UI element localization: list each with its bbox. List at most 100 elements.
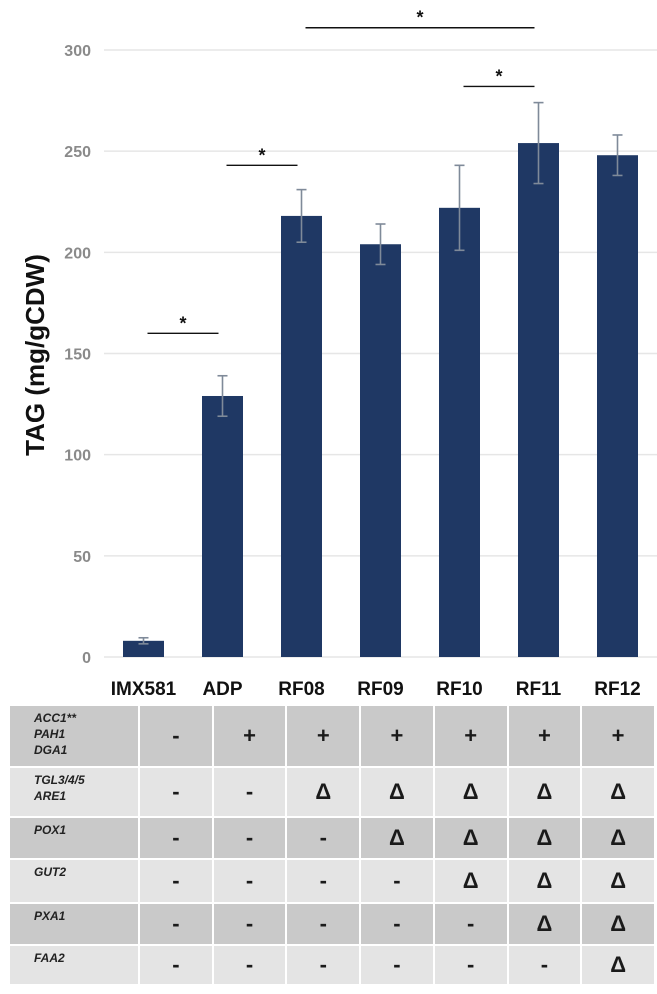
genotype-mark: - (211, 766, 288, 818)
genotype-mark: - (359, 944, 435, 986)
category-label: RF11 (516, 679, 562, 700)
x-axis-labels: IMX581 ADP RF08 RF09 RF10 RF11 RF12 (111, 679, 641, 700)
gene-name: ARE1 (34, 789, 67, 803)
y-axis-ticks: 0 50 100 150 200 250 300 (64, 43, 91, 667)
genotype-mark: - (506, 944, 583, 986)
category-label: RF10 (436, 679, 482, 700)
bar-chart: 0 50 100 150 200 250 300 * * * * IMX581 ADP RF08 RF0… (20, 8, 657, 700)
genotype-mark: - (211, 858, 288, 904)
genotype-mark: - (138, 944, 214, 986)
error-bars (138, 101, 623, 645)
genotype-mark: Δ (580, 858, 656, 904)
genotype-mark: Δ (580, 766, 656, 818)
genotype-mark: - (211, 944, 288, 986)
significance-star: * (495, 66, 502, 86)
gene-name: ACC1** (34, 711, 77, 725)
genotype-mark: - (359, 902, 435, 946)
genotype-mark: - (285, 902, 362, 946)
genotype-mark: - (138, 902, 214, 946)
genotype-mark: Δ (432, 766, 509, 818)
gene-label: TGL3/4/5 ARE1 (8, 766, 140, 818)
gene-label: POX1 (8, 816, 140, 860)
genotype-mark: - (285, 944, 362, 986)
genotype-mark: + (432, 704, 509, 768)
bar (518, 143, 559, 657)
bar (360, 244, 401, 658)
significance-star: * (416, 8, 423, 28)
genotype-mark: Δ (506, 858, 583, 904)
bar (597, 155, 638, 658)
gene-label: PXA1 (8, 902, 140, 946)
genotype-mark: + (211, 704, 288, 768)
genotype-mark: - (359, 858, 435, 904)
genotype-mark: Δ (432, 816, 509, 860)
significance-star: * (179, 313, 186, 333)
bar (439, 207, 480, 657)
genotype-row: TGL3/4/5 ARE1- - Δ Δ Δ Δ Δ (8, 766, 656, 818)
gene-name: FAA2 (34, 951, 65, 965)
genotype-mark: + (285, 704, 362, 768)
error-bar (296, 188, 307, 244)
error-bar (138, 636, 149, 645)
genotype-mark: Δ (580, 944, 656, 986)
y-tick-label: 150 (64, 347, 91, 364)
genotype-mark: Δ (432, 858, 509, 904)
gene-label: GUT2 (8, 858, 140, 904)
category-label: RF12 (594, 679, 640, 700)
bars (123, 143, 638, 658)
error-bar (375, 223, 386, 266)
genotype-row: POX1- - - Δ Δ Δ Δ (8, 816, 656, 860)
significance-brackets: * * * * (147, 8, 535, 334)
gene-name: PXA1 (34, 909, 66, 923)
genotype-mark: - (211, 816, 288, 860)
y-tick-label: 50 (73, 549, 91, 566)
genotype-mark: - (432, 944, 509, 986)
gene-name: TGL3/4/5 (34, 773, 85, 787)
genotype-mark: Δ (506, 902, 583, 946)
genotype-mark: Δ (580, 816, 656, 860)
genotype-mark: - (285, 816, 362, 860)
category-label: RF09 (357, 679, 403, 700)
genotype-table: ACC1** PAH1 DGA1- + + + + + + TGL3/4/5 ARE1- - Δ Δ Δ Δ Δ… (8, 704, 656, 986)
genotype-mark: + (359, 704, 435, 768)
genotype-row: ACC1** PAH1 DGA1- + + + + + + (8, 704, 656, 768)
y-axis-label: TAG (mg/gCDW) (20, 254, 50, 456)
y-tick-label: 250 (64, 144, 91, 161)
genotype-mark: Δ (285, 766, 362, 818)
y-tick-label: 200 (64, 245, 91, 262)
genotype-mark: + (580, 704, 656, 768)
gene-label: FAA2 (8, 944, 140, 986)
gene-name: POX1 (34, 823, 67, 837)
genotype-mark: - (138, 816, 214, 860)
genotype-mark: - (285, 858, 362, 904)
genotype-mark: - (138, 766, 214, 818)
y-tick-label: 0 (82, 650, 91, 667)
genotype-mark: Δ (359, 766, 435, 818)
error-bar (533, 101, 544, 185)
genotype-mark: - (138, 858, 214, 904)
bar (281, 215, 322, 657)
genotype-mark: - (211, 902, 288, 946)
error-bar (217, 374, 228, 418)
genotype-mark: Δ (506, 766, 583, 818)
y-tick-label: 100 (64, 448, 91, 465)
genotype-mark: - (432, 902, 509, 946)
genotype-row: PXA1- - - - - Δ Δ (8, 902, 656, 946)
gene-label: ACC1** PAH1 DGA1 (8, 704, 140, 768)
genotype-row: FAA2- - - - - - Δ (8, 944, 656, 986)
genotype-mark: + (506, 704, 583, 768)
genotype-mark: Δ (506, 816, 583, 860)
bar (123, 640, 164, 657)
category-label: RF08 (278, 679, 324, 700)
category-label: IMX581 (111, 679, 177, 700)
gene-name: DGA1 (34, 743, 68, 757)
genotype-mark: - (138, 704, 214, 768)
significance-star: * (258, 145, 265, 165)
category-label: ADP (202, 679, 242, 700)
genotype-row: GUT2- - - - Δ Δ Δ (8, 858, 656, 904)
gene-name: GUT2 (34, 865, 67, 879)
genotype-mark: Δ (580, 902, 656, 946)
bar (202, 395, 243, 657)
error-bar (454, 164, 465, 252)
genotype-mark: Δ (359, 816, 435, 860)
